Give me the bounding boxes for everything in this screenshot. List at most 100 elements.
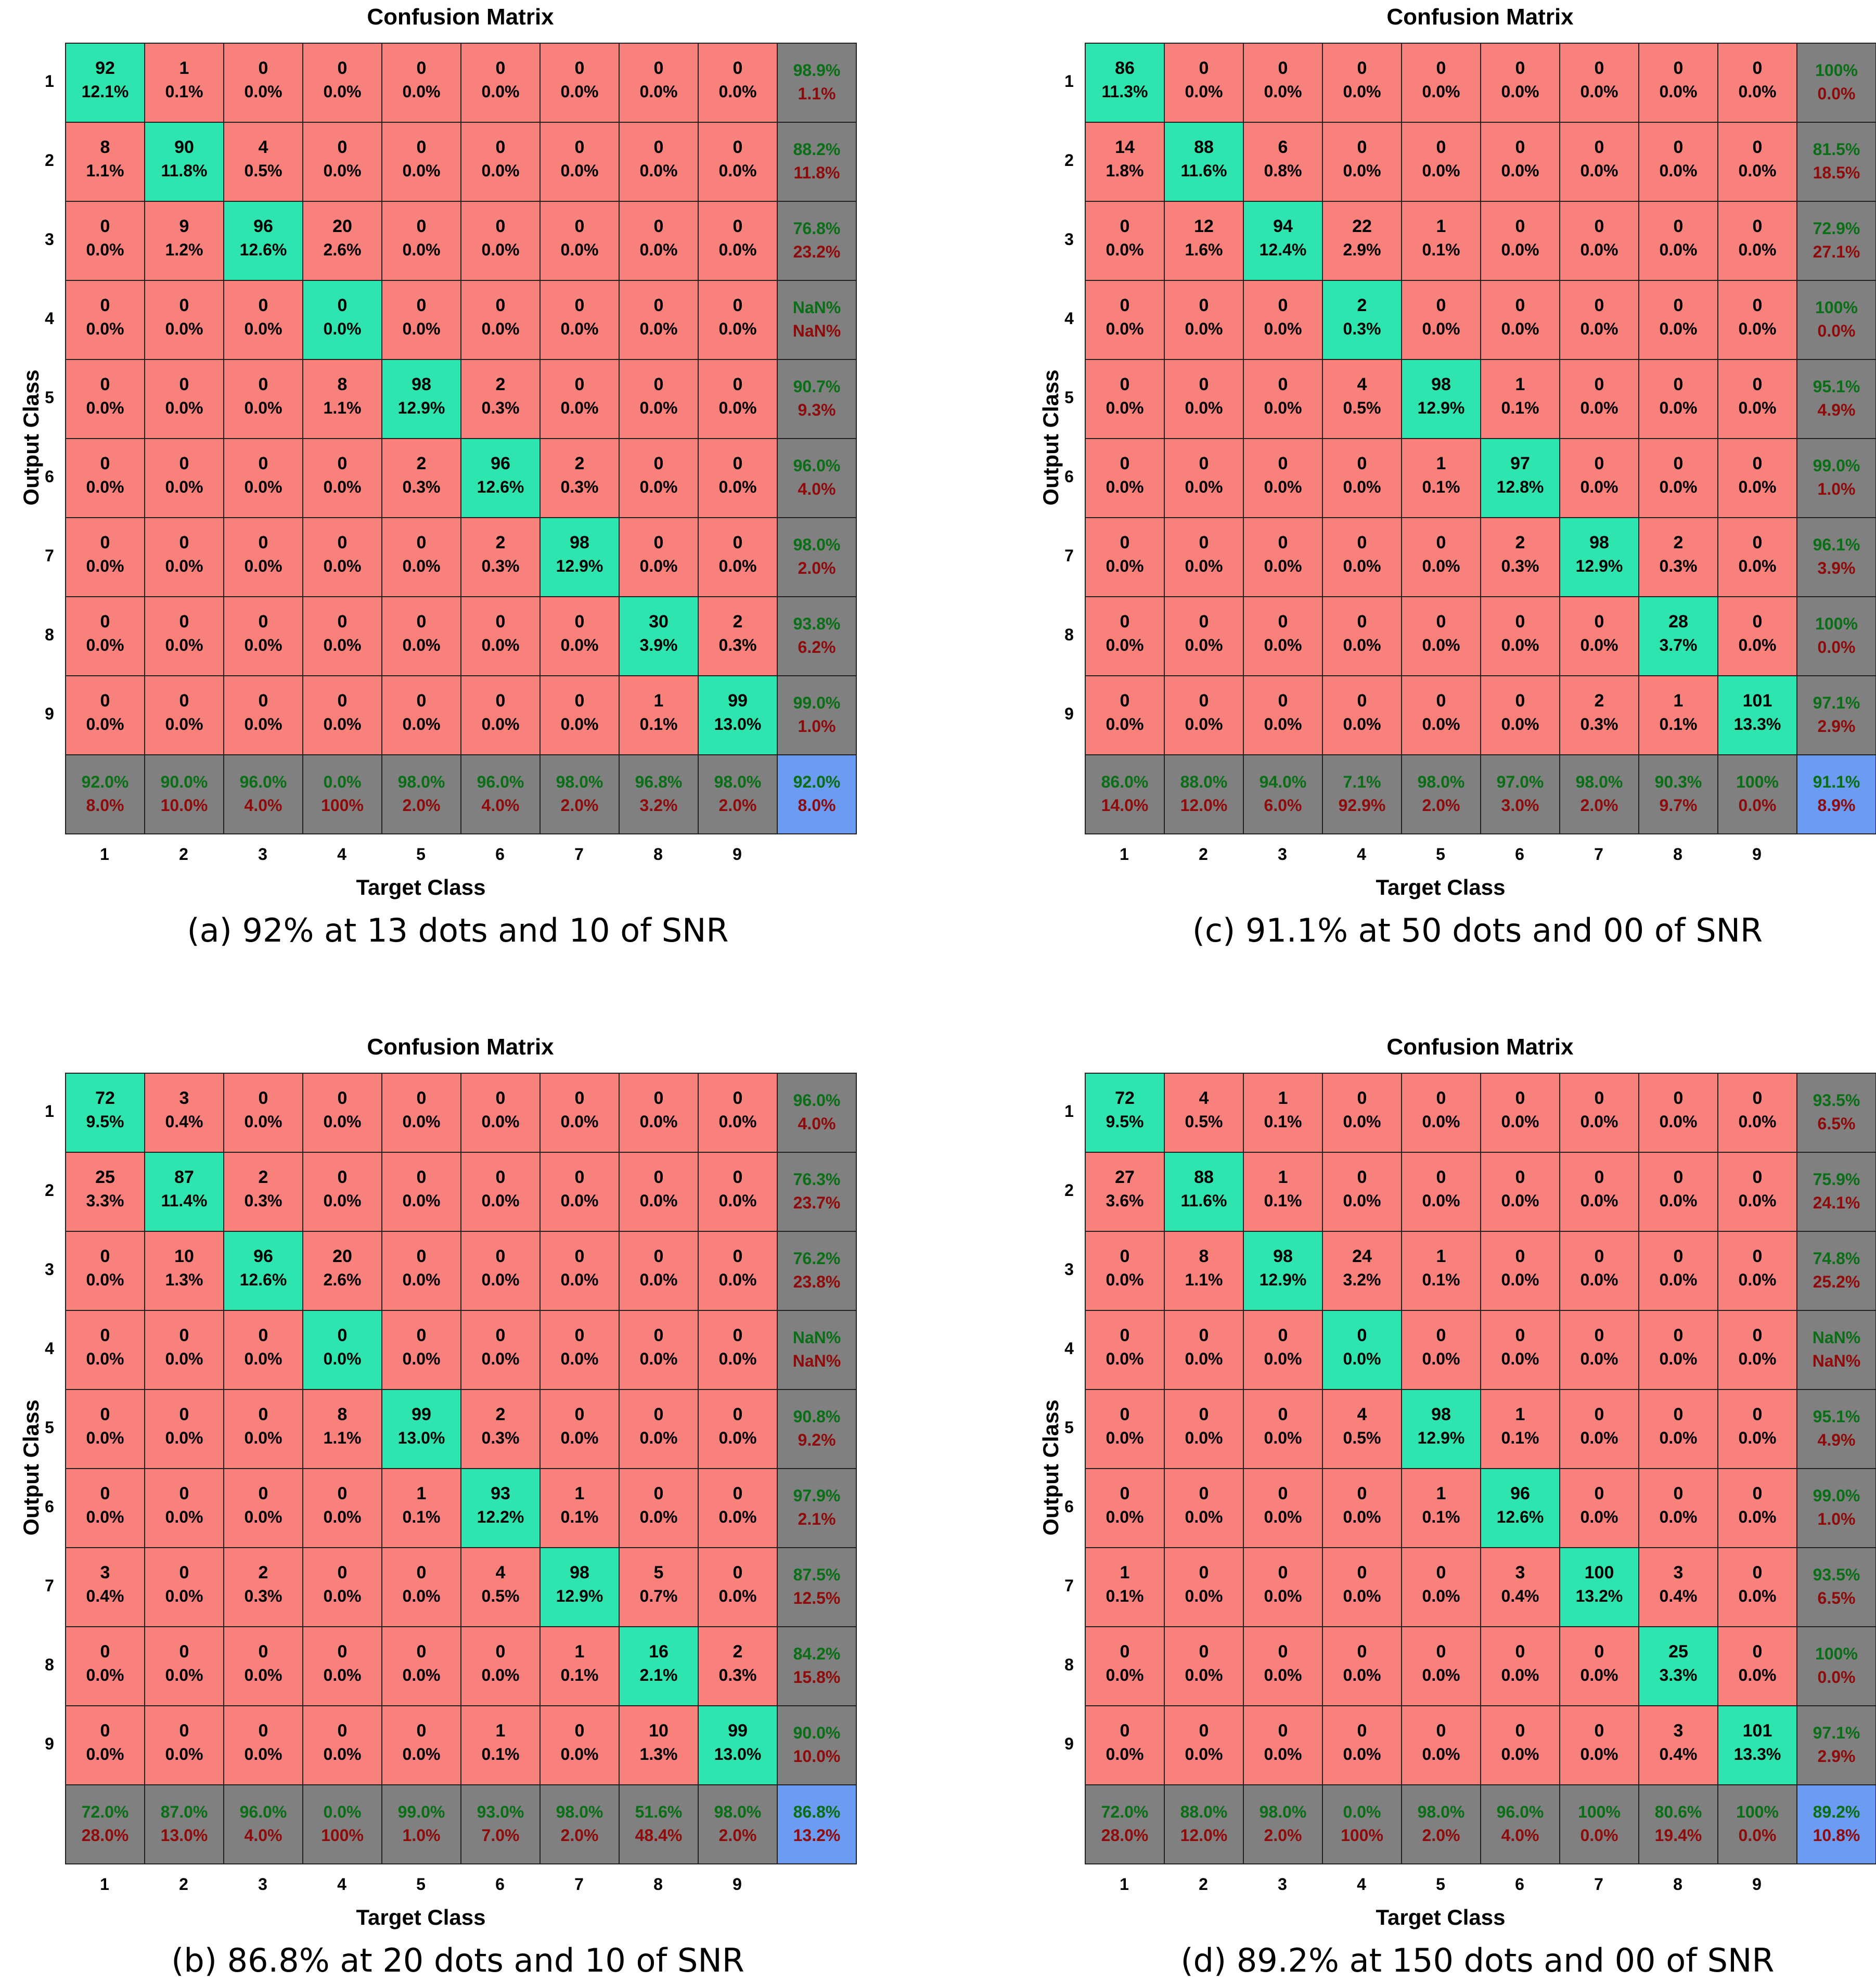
off-diagonal-cell: 0 0.0% [1243, 280, 1323, 360]
cell-value: 98 [1589, 533, 1609, 552]
cell-value: 0 [1199, 533, 1209, 552]
off-diagonal-cell: 0 0.0% [619, 43, 699, 123]
cell-value: 0 [1594, 1642, 1604, 1662]
matrix-grid: 72 9.5% 3 0.4% 0 0.0% 0 0.0% 0 0.0% 0 0.0% 0 0.0% 0 0.0… [65, 1073, 857, 1864]
off-diagonal-cell: 0 0.0% [302, 1468, 382, 1548]
column-summary-cell: 86.0% 14.0% [1085, 754, 1165, 834]
cell-percent: 0.3% [1501, 557, 1539, 575]
cell-value: 0 [1357, 533, 1367, 552]
column-summary-cell: 98.0% 2.0% [1243, 1784, 1323, 1864]
cell-percent: 0.0% [86, 398, 124, 417]
cell-value: 4 [1199, 1088, 1209, 1108]
off-diagonal-cell: 0 0.0% [1717, 280, 1797, 360]
cell-percent: 0.0% [402, 82, 441, 101]
cell-percent: 0.0% [639, 240, 678, 259]
off-diagonal-cell: 0 0.0% [1559, 1152, 1639, 1232]
cell-value: 0 [416, 216, 427, 236]
off-diagonal-cell: 0 0.0% [1717, 1547, 1797, 1627]
cell-value: 0 [1436, 1563, 1446, 1582]
cell-percent: 1.1% [323, 1428, 362, 1447]
cell-percent: 0.0% [1738, 398, 1777, 417]
cell-value: 0.0% [323, 773, 362, 791]
off-diagonal-cell: 6 0.8% [1243, 122, 1323, 202]
x-axis-label: Target Class [356, 1905, 486, 1929]
cell-percent: 0.0% [1264, 398, 1302, 417]
off-diagonal-cell: 0 0.0% [381, 1547, 461, 1627]
cell-percent: 0.0% [1738, 478, 1777, 496]
off-diagonal-cell: 0 0.0% [1164, 359, 1244, 439]
cell-value: 0 [1278, 1721, 1288, 1741]
off-diagonal-cell: 27 3.6% [1085, 1152, 1165, 1232]
off-diagonal-cell: 1 0.1% [539, 1468, 620, 1548]
cell-percent: 0.0% [1106, 319, 1144, 338]
cell-value: 0 [1436, 137, 1446, 157]
cell-value: 0 [1515, 1246, 1525, 1266]
off-diagonal-cell: 0 0.0% [698, 1389, 778, 1469]
cell-value: 98 [1273, 1246, 1293, 1266]
off-diagonal-cell: 0 0.0% [65, 1310, 145, 1390]
cell-value: 88.0% [1180, 773, 1228, 791]
off-diagonal-cell: 0 0.0% [223, 43, 303, 123]
cell-value: 0 [337, 1167, 348, 1187]
cell-value: 0 [653, 137, 664, 157]
cell-percent: 3.2% [1343, 1270, 1381, 1289]
y-tick-label: 6 [45, 467, 54, 486]
off-diagonal-cell: 4 0.5% [460, 1547, 541, 1627]
cell-percent: 0.0% [1106, 1745, 1144, 1764]
off-diagonal-cell: 0 0.0% [1559, 596, 1639, 676]
off-diagonal-cell: 0 0.0% [1401, 596, 1481, 676]
cell-percent: 0.0% [1185, 1666, 1223, 1684]
cell-value: 0 [416, 1325, 427, 1345]
cell-value: 0 [1357, 1642, 1367, 1662]
cell-value: 0 [1436, 58, 1446, 78]
off-diagonal-cell: 0 0.0% [302, 43, 382, 123]
cell-percent: 12.4% [1259, 240, 1307, 259]
cell-percent: 0.0% [560, 398, 599, 417]
off-diagonal-cell: 0 0.0% [144, 596, 224, 676]
off-diagonal-cell: 0 0.0% [1717, 1468, 1797, 1548]
cell-percent: 0.0% [402, 636, 441, 654]
off-diagonal-cell: 0 0.0% [1085, 1705, 1165, 1785]
cell-value: 0 [574, 295, 585, 315]
off-diagonal-cell: 0 0.0% [381, 122, 461, 202]
off-diagonal-cell: 0 0.0% [1164, 1705, 1244, 1785]
off-diagonal-cell: 0 0.0% [302, 1073, 382, 1153]
cell-percent: 0.0% [1738, 1826, 1777, 1845]
cell-value: 0 [1357, 1167, 1367, 1187]
cell-percent: 0.0% [718, 1349, 757, 1368]
cell-percent: NaN% [792, 1352, 841, 1370]
cell-value: 95.1% [1813, 377, 1860, 396]
off-diagonal-cell: 0 0.0% [65, 280, 145, 360]
cell-percent: 2.0% [718, 796, 757, 815]
cell-value: 98.0% [714, 1803, 762, 1821]
cell-value: 3 [1515, 1563, 1525, 1582]
cell-value: 0 [653, 58, 664, 78]
cell-value: 0 [1594, 1484, 1604, 1503]
off-diagonal-cell: 0 0.0% [1480, 43, 1560, 123]
cell-value: 72 [95, 1088, 115, 1108]
cell-percent: 0.0% [1185, 1587, 1223, 1605]
cell-percent: 0.0% [323, 1745, 362, 1764]
cell-value: 0 [1515, 295, 1525, 315]
cell-value: 0 [337, 1325, 348, 1345]
cell-percent: 0.0% [1422, 1745, 1460, 1764]
off-diagonal-cell: 0 0.0% [539, 122, 620, 202]
cell-value: 0 [337, 58, 348, 78]
cell-value: 0 [1199, 1563, 1209, 1582]
row-summary-cell: 90.0% 10.0% [777, 1705, 857, 1785]
cell-value: 0 [1278, 295, 1288, 315]
cell-value: 97 [1510, 454, 1530, 473]
cell-value: 100 [1584, 1563, 1614, 1582]
cell-value: 96.0% [793, 456, 841, 475]
diagonal-cell: 16 2.1% [619, 1626, 699, 1706]
cell-value: 0 [1752, 1563, 1763, 1582]
cell-percent: 0.0% [1106, 240, 1144, 259]
diagonal-cell: 96 12.6% [1480, 1468, 1560, 1548]
confusion-matrix-panel: Confusion Matrix 92 12.1% 1 0.1% 0 0.0% 0 0.0% 0 0… [0, 0, 858, 952]
y-tick-label: 5 [1064, 1418, 1074, 1437]
cell-percent: 9.7% [1659, 796, 1698, 815]
cell-value: 0 [258, 691, 268, 711]
off-diagonal-cell: 0 0.0% [1243, 1310, 1323, 1390]
column-summary-cell: 88.0% 12.0% [1164, 754, 1244, 834]
cell-percent: 0.0% [1817, 321, 1856, 340]
